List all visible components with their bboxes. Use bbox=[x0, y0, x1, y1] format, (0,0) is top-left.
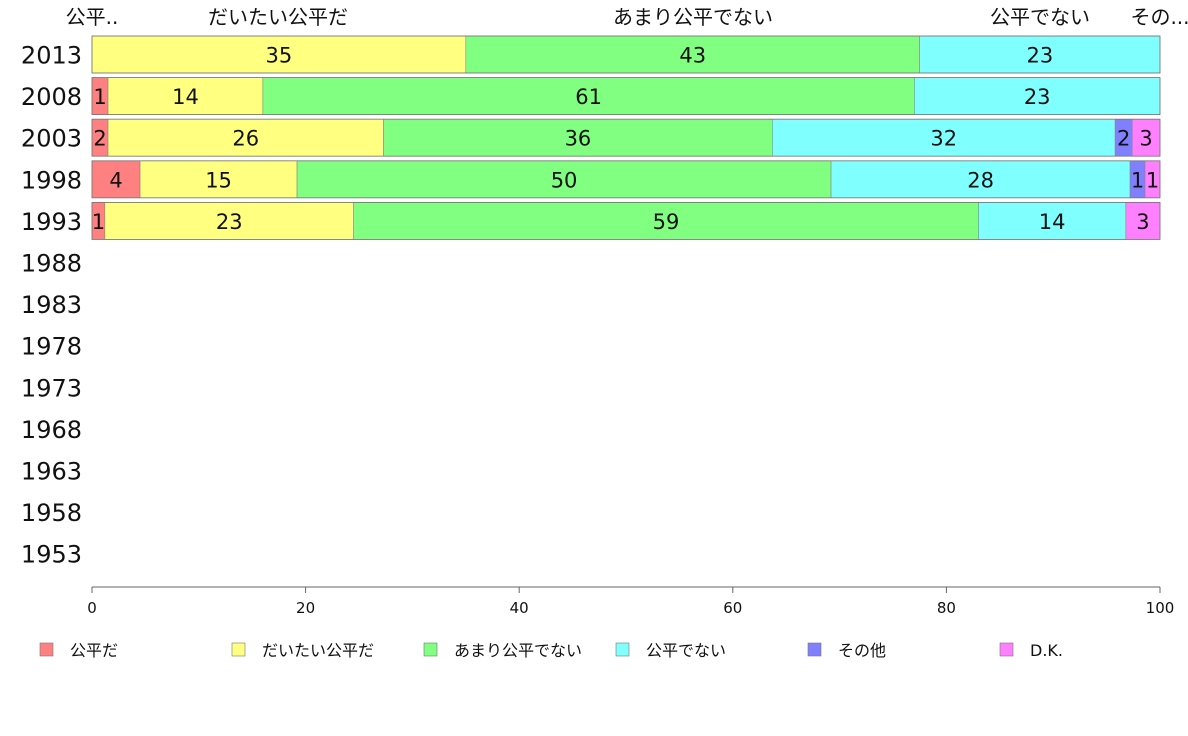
bar-segment bbox=[465, 35, 920, 74]
x-tick-label: 100 bbox=[1146, 599, 1175, 617]
bar-value-label: 28 bbox=[967, 168, 994, 192]
y-tick-label: 1968 bbox=[21, 416, 82, 444]
bar-value-label: 36 bbox=[565, 127, 592, 151]
segment-header: 公平でない bbox=[990, 5, 1090, 29]
legend-label: あまり公平でない bbox=[454, 641, 582, 660]
y-tick-label: 2008 bbox=[21, 83, 82, 111]
y-tick-label: 1958 bbox=[21, 499, 82, 527]
bar-value-label: 2 bbox=[93, 127, 106, 151]
legend-label: 公平だ bbox=[70, 641, 118, 660]
bar-value-label: 1 bbox=[1131, 168, 1144, 192]
bar-segment bbox=[262, 77, 915, 115]
bar-value-label: 32 bbox=[930, 127, 957, 151]
bar-outline bbox=[91, 201, 1161, 240]
y-tick-label: 1998 bbox=[21, 166, 82, 194]
y-tick-label: 1978 bbox=[21, 333, 82, 361]
legend-label: その他 bbox=[838, 641, 886, 660]
bar-outline bbox=[91, 118, 1161, 157]
bar-value-label: 26 bbox=[232, 127, 259, 151]
y-tick-label: 1973 bbox=[21, 374, 82, 402]
x-tick-label: 20 bbox=[296, 599, 315, 617]
legend-swatch bbox=[39, 642, 54, 657]
legend-swatch bbox=[615, 642, 630, 657]
bar-segment bbox=[107, 77, 264, 115]
bar-value-label: 15 bbox=[205, 168, 232, 192]
x-tick-label: 60 bbox=[723, 599, 742, 617]
bar-value-label: 1 bbox=[92, 210, 105, 234]
y-tick-label: 1963 bbox=[21, 458, 82, 486]
x-tick-label: 40 bbox=[510, 599, 529, 617]
bar-value-label: 1 bbox=[93, 85, 106, 109]
x-tick-label: 0 bbox=[87, 599, 97, 617]
legend-label: D.K. bbox=[1030, 641, 1063, 660]
bar-outline bbox=[91, 160, 1161, 199]
legend-label: 公平でない bbox=[646, 641, 726, 660]
bar-segment bbox=[91, 35, 467, 74]
y-tick-label: 2003 bbox=[21, 125, 82, 153]
segment-header: だいたい公平だ bbox=[208, 5, 348, 29]
x-tick-label: 80 bbox=[937, 599, 956, 617]
bar-value-label: 3 bbox=[1139, 127, 1152, 151]
legend-swatch bbox=[231, 642, 246, 657]
legend-swatch bbox=[807, 642, 822, 657]
bar-value-label: 14 bbox=[1039, 210, 1066, 234]
y-tick-label: 2013 bbox=[21, 42, 82, 70]
bar-value-label: 23 bbox=[1024, 85, 1051, 109]
bar-segment bbox=[1131, 118, 1161, 157]
segment-header: 公平.. bbox=[66, 5, 119, 29]
bar-value-label: 14 bbox=[172, 85, 199, 109]
bar-value-label: 61 bbox=[575, 85, 602, 109]
bar-value-label: 35 bbox=[266, 44, 293, 68]
bar-segment bbox=[383, 118, 773, 157]
bar-segment bbox=[978, 202, 1127, 240]
bar-value-label: 59 bbox=[653, 210, 680, 234]
bar-value-label: 23 bbox=[1026, 44, 1053, 68]
segment-header: あまり公平でない bbox=[613, 5, 773, 29]
y-tick-label: 1953 bbox=[21, 541, 82, 569]
bar-value-label: 50 bbox=[551, 168, 578, 192]
bar-segment bbox=[139, 160, 298, 199]
legend-swatch bbox=[423, 642, 438, 657]
bar-segment bbox=[830, 160, 1131, 199]
y-tick-label: 1993 bbox=[21, 208, 82, 236]
bar-value-label: 4 bbox=[109, 168, 122, 192]
bar-value-label: 43 bbox=[679, 44, 706, 68]
bar-value-label: 3 bbox=[1136, 210, 1149, 234]
bar-value-label: 1 bbox=[1146, 168, 1159, 192]
y-tick-label: 1983 bbox=[21, 291, 82, 319]
segment-header: その... bbox=[1130, 5, 1188, 29]
legend-label: だいたい公平だ bbox=[262, 641, 374, 660]
bar-outline bbox=[91, 35, 1161, 74]
bar-segment bbox=[296, 160, 832, 199]
y-tick-label: 1988 bbox=[21, 250, 82, 278]
bar-value-label: 23 bbox=[216, 210, 243, 234]
bar-outline bbox=[91, 77, 1161, 115]
legend-swatch bbox=[999, 642, 1014, 657]
bar-value-label: 2 bbox=[1117, 127, 1130, 151]
bar-segment bbox=[353, 202, 979, 240]
